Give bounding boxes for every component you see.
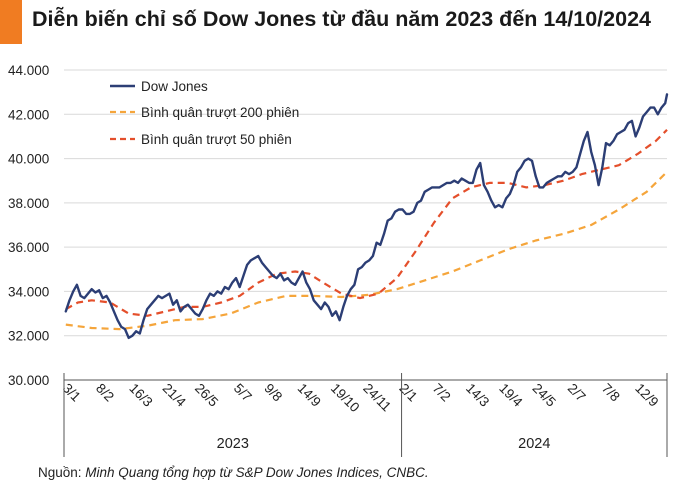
series-layer (64, 93, 669, 340)
x-tick-label: 14/9 (295, 381, 324, 410)
y-tick-label: 36.000 (8, 240, 49, 255)
legend: Dow Jones Bình quân trượt 200 phiên Bình q… (110, 79, 299, 147)
y-tick-label: 42.000 (8, 107, 49, 122)
y-tick-label: 44.000 (8, 63, 49, 78)
chart-title: Diễn biến chỉ số Dow Jones từ đầu năm 20… (32, 7, 651, 31)
x-tick-label: 7/8 (599, 381, 623, 405)
x-tick-label: 21/4 (160, 381, 190, 411)
x-tick-label: 2/1 (396, 381, 420, 405)
x-tick-label: 24/5 (530, 381, 559, 410)
grid-layer (64, 69, 667, 337)
year-label: 2023 (217, 436, 249, 452)
year-label: 2024 (518, 436, 550, 452)
source-prefix: Nguồn: (38, 465, 86, 480)
legend-label: Bình quân trượt 50 phiên (141, 132, 292, 147)
x-tick-label: 19/4 (496, 381, 526, 411)
legend-label: Dow Jones (141, 79, 208, 94)
source-note: Nguồn: Minh Quang tổng hợp từ S&P Dow Jo… (38, 465, 429, 480)
x-tick-label: 24/11 (360, 381, 394, 415)
y-tick-label: 34.000 (8, 284, 49, 299)
x-tick-label: 5/7 (231, 381, 255, 405)
series-line-0 (64, 93, 669, 340)
series-line-2 (65, 129, 668, 317)
x-tick-label: 7/2 (430, 381, 454, 405)
x-tick-label: 19/10 (328, 381, 363, 416)
title-accent-bar (0, 0, 22, 44)
source-text: Minh Quang tổng hợp từ S&P Dow Jones Ind… (85, 465, 429, 480)
x-tick-label: 16/3 (126, 381, 155, 410)
y-tick-label: 30.000 (8, 373, 49, 388)
x-tick-label: 2/7 (565, 381, 589, 405)
x-tick-label: 26/5 (192, 381, 221, 410)
x-tick-label: 3/1 (60, 381, 84, 405)
y-tick-label: 32.000 (8, 329, 49, 344)
y-axis: 30.000 32.000 34.000 36.000 38.000 40.000 42.0… (8, 63, 49, 388)
x-tick-label: 12/9 (632, 381, 661, 410)
legend-label: Bình quân trượt 200 phiên (141, 105, 299, 120)
y-tick-label: 40.000 (8, 152, 49, 167)
series-line-1 (65, 171, 668, 331)
x-tick-label: 14/3 (463, 381, 492, 410)
x-tick-label: 9/8 (261, 381, 285, 405)
y-tick-label: 38.000 (8, 196, 49, 211)
x-tick-label: 8/2 (93, 381, 117, 405)
